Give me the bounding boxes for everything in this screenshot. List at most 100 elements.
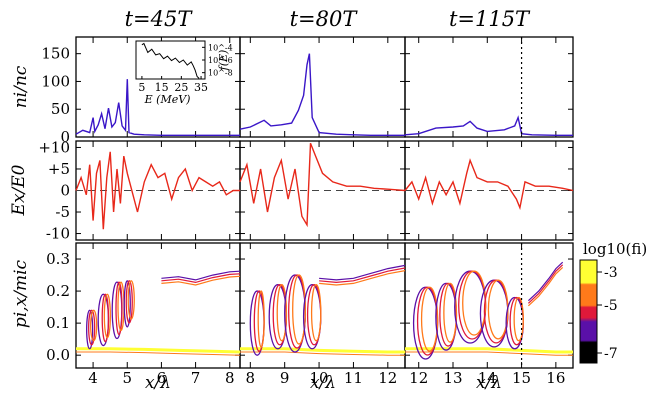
cold-branch-edge (405, 351, 573, 356)
vortex-loop (101, 293, 110, 343)
inset-ytick-label: 10^-4 (208, 43, 233, 52)
inset-xlabel: E (MeV) (144, 93, 191, 106)
xlabel-1: x/λ (145, 373, 171, 393)
ytick-label: 100 (41, 72, 70, 90)
phase-panel-1 (76, 270, 241, 356)
ytick-label: 0 (60, 128, 70, 146)
ytick-label: 0.3 (46, 250, 70, 268)
xtick-label: 8 (246, 369, 256, 387)
ylabel-momentum: pi,x/mic (11, 259, 31, 328)
cold-branch-edge (76, 351, 241, 356)
xtick-label: 5 (122, 369, 132, 387)
ylabel-field: Ex/E0 (9, 164, 29, 216)
inset-ytick-label: 10^-6 (208, 56, 233, 65)
col-title-1: t=45T (125, 7, 194, 31)
xtick-label: 12 (378, 369, 397, 387)
vortex-loop (443, 282, 458, 343)
field-series-3 (404, 158, 574, 211)
xtick-label: 10 (310, 369, 329, 387)
panel-frame-r1-c3 (404, 36, 574, 138)
colorbar-tick-3: -7 (604, 346, 618, 362)
xtick-label: 9 (280, 369, 290, 387)
vortex-loop (127, 280, 135, 320)
phase-panel-3 (405, 261, 573, 360)
ylabel-density: ni/nc (11, 65, 31, 108)
xtick-label: 15 (512, 369, 531, 387)
inset-spectrum-line (141, 42, 200, 79)
inset-ytick-label: 10^-8 (208, 69, 233, 78)
xtick-label: 4 (88, 369, 98, 387)
density-series-3 (404, 115, 573, 137)
density-series-1 (75, 79, 240, 137)
xtick-label: 12 (409, 369, 428, 387)
xlabel-2: x/λ (310, 373, 336, 393)
inset-xtick-label: 15 (155, 81, 169, 94)
vortex-loop (86, 309, 94, 350)
inset-xtick-label: 5 (138, 81, 145, 94)
upper-branch (527, 261, 564, 302)
cold-branch-edge (240, 351, 405, 356)
vortex-loop (310, 284, 322, 342)
ytick-label: 0.1 (46, 314, 70, 332)
xtick-label: 6 (157, 369, 167, 387)
xtick-label: 16 (546, 369, 565, 387)
xtick-label: 7 (191, 369, 201, 387)
ytick-label: +5 (48, 160, 70, 178)
plot-area: 0 50 100 150 -10 -5 0 +5 +10 0.0 0.1 0.2 0.3 4 5 6 7 8 8 9 1… (38, 36, 574, 387)
inset-ylabel: f(E) (217, 50, 230, 72)
ytick-label: 0.0 (46, 346, 70, 364)
field-series-1 (75, 151, 240, 230)
xtick-label: 13 (443, 369, 462, 387)
ytick-label: +10 (38, 138, 70, 156)
vortex-loop (420, 286, 439, 352)
vortex-loop (462, 270, 487, 336)
ytick-label: -10 (46, 225, 70, 243)
vortex-loop (292, 274, 306, 345)
vortex-loop (125, 280, 133, 324)
vortex-loop (90, 309, 98, 342)
vortex-loop (103, 293, 111, 339)
ytick-label: 0 (60, 182, 70, 200)
inset-xtick-label: 25 (174, 81, 188, 94)
vortex-loop (115, 281, 123, 336)
upper-branch (161, 270, 241, 281)
ytick-label: 0.2 (46, 282, 70, 300)
upper-branch (161, 273, 241, 284)
vortex-loop (88, 309, 96, 346)
colorbar-tick-1: -3 (604, 265, 618, 281)
col-title-3: t=115T (449, 7, 531, 31)
colorbar: log10(fi) -3 -5 -7 (579, 240, 647, 364)
col-title-2: t=80T (290, 7, 359, 31)
ytick-label: 50 (51, 100, 70, 118)
upper-branch (319, 267, 406, 284)
xlabel-3: x/λ (476, 373, 502, 393)
vortex-loop (276, 284, 288, 342)
colorbar-gradient (579, 259, 598, 364)
cold-branch (405, 347, 573, 354)
inset-frame (135, 40, 206, 80)
vortex-loop (123, 280, 131, 328)
colorbar-tick-2: -5 (604, 298, 618, 314)
ytick-label: -5 (55, 203, 70, 221)
upper-branch (319, 270, 406, 286)
density-series-2 (239, 53, 405, 137)
xtick-label: 11 (344, 369, 363, 387)
upper-branch (161, 275, 241, 286)
panel-frame-r1-c2 (239, 36, 406, 138)
cold-branch (76, 347, 241, 354)
phase-panel-2 (240, 264, 406, 356)
vortex-loop (257, 290, 265, 348)
colorbar-label: log10(fi) (583, 240, 647, 258)
vortex-loop (487, 279, 509, 340)
upper-branch (527, 266, 564, 307)
vortex-loop (513, 296, 524, 342)
field-series-2 (239, 142, 406, 228)
upper-branch (527, 264, 564, 304)
inset-xtick-label: 35 (194, 81, 208, 94)
xtick-label: 14 (478, 369, 497, 387)
xtick-label: 8 (225, 369, 235, 387)
upper-branch (319, 264, 406, 281)
ytick-label: 150 (41, 45, 70, 63)
